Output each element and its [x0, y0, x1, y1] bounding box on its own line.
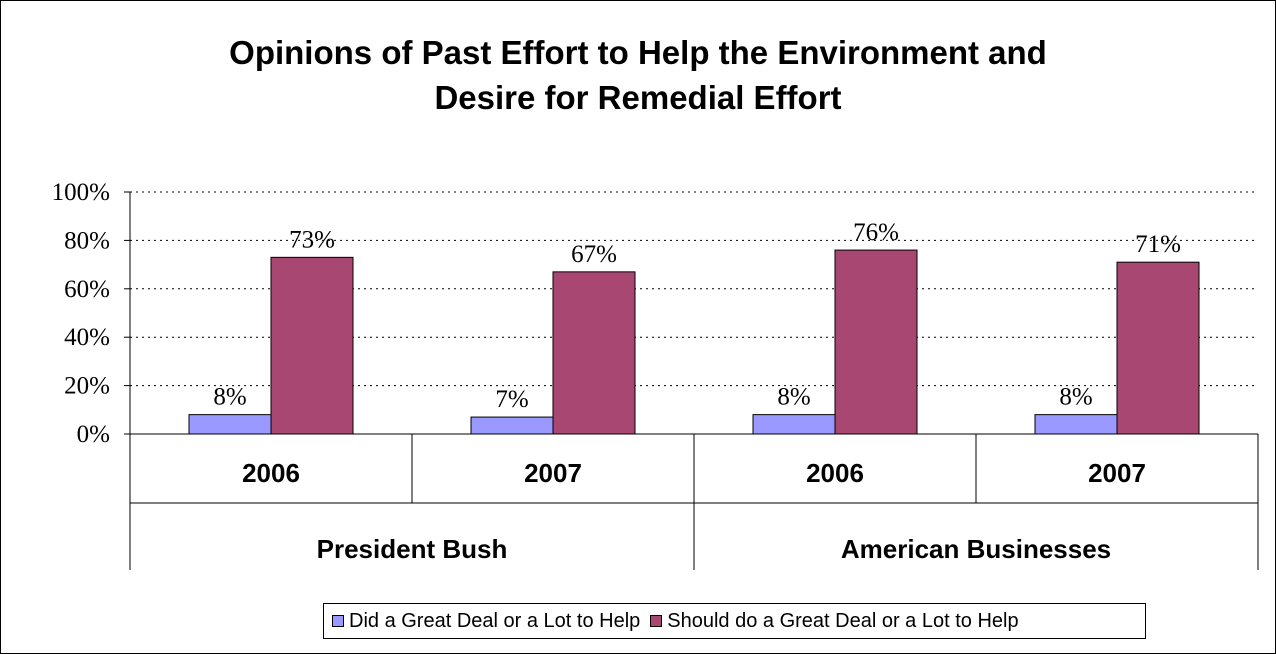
bar: [188, 414, 272, 435]
chart-title-line-2: Desire for Remedial Effort: [434, 79, 842, 116]
bar: [552, 271, 636, 435]
bar: [270, 256, 354, 435]
data-label: 71%: [1135, 231, 1181, 258]
bar: [1116, 261, 1200, 435]
legend-item-should: Should do a Great Deal or a Lot to Help: [650, 609, 1019, 633]
category-label: 2007: [1088, 458, 1146, 488]
legend-swatch-did: [332, 615, 344, 627]
data-label: 73%: [289, 226, 335, 253]
y-tick-label: 60%: [64, 276, 110, 303]
data-label: 67%: [571, 241, 617, 268]
legend-label-did: Did a Great Deal or a Lot to Help: [349, 609, 641, 632]
data-label: 7%: [495, 386, 528, 413]
category-label: 2006: [806, 458, 864, 488]
group-label: President Bush: [317, 534, 508, 564]
y-tick-label: 80%: [64, 227, 110, 254]
y-tick-label: 100%: [52, 179, 110, 206]
data-label: 8%: [777, 384, 810, 411]
data-label: 76%: [853, 219, 899, 246]
data-label: 8%: [1059, 384, 1092, 411]
bar: [752, 414, 836, 435]
category-label: 2006: [242, 458, 300, 488]
bar: [470, 416, 554, 435]
bar: [834, 249, 918, 435]
y-tick-label: 40%: [64, 324, 110, 351]
group-label: American Businesses: [841, 534, 1111, 564]
y-tick-label: 0%: [77, 421, 110, 448]
bar: [1034, 414, 1118, 435]
category-label: 2007: [524, 458, 582, 488]
legend-swatch-should: [650, 615, 663, 627]
bar-chart: 0% 20% 40% 60% 80% 100% 8% 73% 2006 7% 67% 2007 8% 76…: [52, 179, 1259, 570]
legend-item-did: Did a Great Deal or a Lot to Help: [332, 610, 640, 633]
chart-title: Opinions of Past Effort to Help the Envi…: [0, 30, 1276, 120]
chart-title-line-1: Opinions of Past Effort to Help the Envi…: [229, 34, 1047, 71]
legend: Did a Great Deal or a Lot to Help Should…: [323, 603, 1146, 639]
y-tick-label: 20%: [64, 373, 110, 400]
legend-label-should: Should do a Great Deal or a Lot to Help: [667, 609, 1019, 632]
data-label: 8%: [213, 384, 246, 411]
